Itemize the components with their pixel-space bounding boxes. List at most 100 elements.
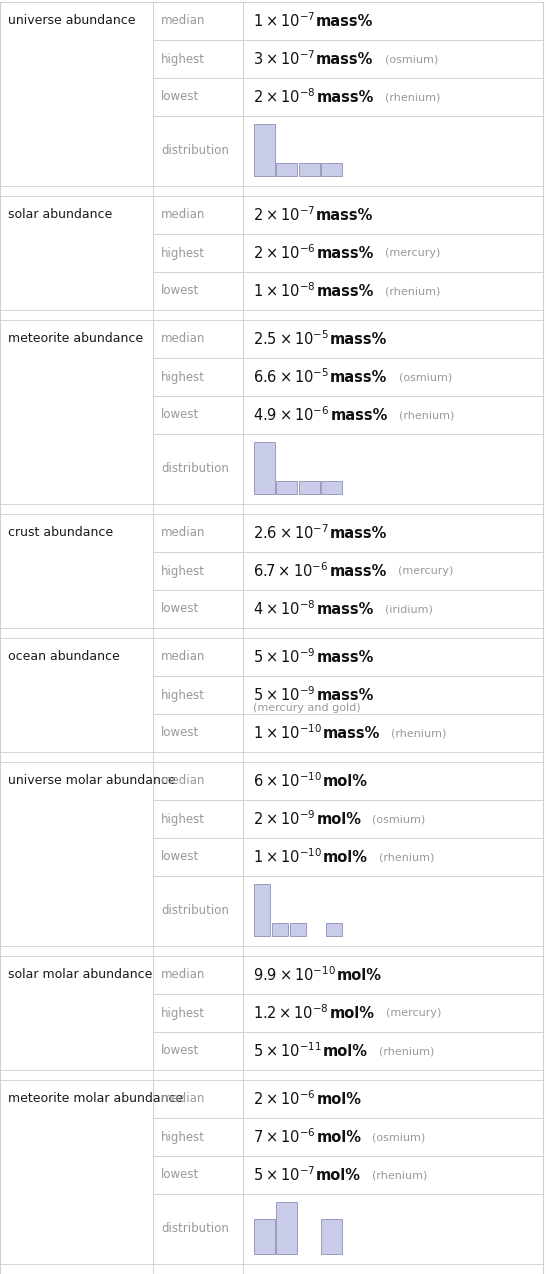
Bar	[243, 552, 543, 590]
Text: lowest: lowest	[161, 284, 199, 298]
Text: lowest: lowest	[161, 90, 199, 103]
Bar	[153, 513, 243, 552]
Bar	[276, 1201, 297, 1254]
Text: lowest: lowest	[161, 603, 199, 615]
Bar	[276, 482, 297, 494]
Bar	[153, 1194, 243, 1264]
Bar	[153, 1080, 243, 1119]
Text: $9.9\times10^{-10}$: $9.9\times10^{-10}$	[253, 966, 336, 985]
Text: mass%: mass%	[330, 331, 388, 347]
Bar	[153, 713, 243, 752]
Text: ocean abundance: ocean abundance	[8, 650, 120, 662]
Text: (rhenium): (rhenium)	[372, 1046, 434, 1056]
Bar	[153, 877, 243, 947]
Bar	[272, 922, 288, 936]
Text: highest: highest	[161, 1130, 205, 1144]
Bar	[243, 1119, 543, 1156]
Bar	[0, 196, 153, 310]
Text: (rhenium): (rhenium)	[384, 727, 447, 738]
Bar	[153, 552, 243, 590]
Bar	[299, 482, 320, 494]
Text: distribution: distribution	[161, 1223, 229, 1236]
Bar	[153, 358, 243, 396]
Bar	[0, 3, 153, 186]
Bar	[243, 3, 543, 39]
Text: $1\times10^{-7}$: $1\times10^{-7}$	[253, 11, 315, 31]
Bar	[153, 762, 243, 800]
Text: median: median	[161, 333, 205, 345]
Text: (mercury): (mercury)	[378, 1008, 441, 1018]
Bar	[0, 762, 153, 947]
Text: mol%: mol%	[317, 1092, 361, 1107]
Text: mass%: mass%	[317, 601, 374, 617]
Bar	[254, 884, 270, 936]
Bar	[243, 116, 543, 186]
Bar	[0, 956, 153, 1070]
Bar	[153, 273, 243, 310]
Text: mass%: mass%	[316, 14, 373, 28]
Text: mass%: mass%	[330, 369, 388, 385]
Bar	[243, 320, 543, 358]
Text: $2\times10^{-8}$: $2\times10^{-8}$	[253, 88, 316, 106]
Text: lowest: lowest	[161, 1045, 199, 1057]
Bar	[321, 1219, 342, 1254]
Text: mol%: mol%	[316, 1167, 361, 1182]
Bar	[321, 482, 342, 494]
Text: (osmium): (osmium)	[365, 1133, 426, 1142]
Text: $4.9\times10^{-6}$: $4.9\times10^{-6}$	[253, 405, 329, 424]
Bar	[0, 638, 153, 752]
Text: (rhenium): (rhenium)	[378, 92, 440, 102]
Bar	[243, 590, 543, 628]
Bar	[243, 956, 543, 994]
Text: $4\times10^{-8}$: $4\times10^{-8}$	[253, 600, 316, 618]
Text: (osmium): (osmium)	[391, 372, 452, 382]
Text: (rhenium): (rhenium)	[365, 1170, 428, 1180]
Text: crust abundance: crust abundance	[8, 526, 113, 539]
Text: $2.5\times10^{-5}$: $2.5\times10^{-5}$	[253, 330, 329, 348]
Text: highest: highest	[161, 688, 205, 702]
Text: $1\times10^{-10}$: $1\times10^{-10}$	[253, 724, 322, 743]
Bar	[153, 78, 243, 116]
Bar	[153, 396, 243, 434]
Text: $2\times10^{-6}$: $2\times10^{-6}$	[253, 243, 316, 262]
Text: solar abundance: solar abundance	[8, 208, 112, 220]
Bar	[243, 800, 543, 838]
Text: mol%: mol%	[337, 967, 382, 982]
Text: mass%: mass%	[317, 89, 374, 104]
Bar	[243, 513, 543, 552]
Text: mol%: mol%	[317, 1130, 361, 1144]
Bar	[153, 1156, 243, 1194]
Text: mass%: mass%	[323, 725, 380, 740]
Bar	[153, 196, 243, 234]
Bar	[243, 676, 543, 713]
Bar	[153, 434, 243, 505]
Bar	[290, 922, 306, 936]
Bar	[326, 922, 342, 936]
Bar	[243, 838, 543, 877]
Text: highest: highest	[161, 371, 205, 383]
Text: median: median	[161, 209, 205, 222]
Text: $2\times10^{-9}$: $2\times10^{-9}$	[253, 810, 316, 828]
Text: mol%: mol%	[323, 773, 368, 789]
Bar	[153, 1032, 243, 1070]
Bar	[254, 442, 275, 494]
Text: universe molar abundance: universe molar abundance	[8, 775, 176, 787]
Bar	[153, 590, 243, 628]
Bar	[0, 1080, 153, 1264]
Text: $6.6\times10^{-5}$: $6.6\times10^{-5}$	[253, 368, 329, 386]
Bar	[243, 713, 543, 752]
Bar	[243, 877, 543, 947]
Text: universe abundance: universe abundance	[8, 14, 135, 27]
Text: mol%: mol%	[316, 812, 361, 827]
Bar	[0, 513, 153, 628]
Bar	[153, 956, 243, 994]
Bar	[243, 358, 543, 396]
Text: $2\times10^{-7}$: $2\times10^{-7}$	[253, 205, 315, 224]
Text: $6.7\times10^{-6}$: $6.7\times10^{-6}$	[253, 562, 328, 581]
Bar	[243, 78, 543, 116]
Text: $2.6\times10^{-7}$: $2.6\times10^{-7}$	[253, 524, 329, 543]
Bar	[153, 838, 243, 877]
Text: $7\times10^{-6}$: $7\times10^{-6}$	[253, 1127, 316, 1147]
Bar	[299, 163, 320, 176]
Bar	[243, 434, 543, 505]
